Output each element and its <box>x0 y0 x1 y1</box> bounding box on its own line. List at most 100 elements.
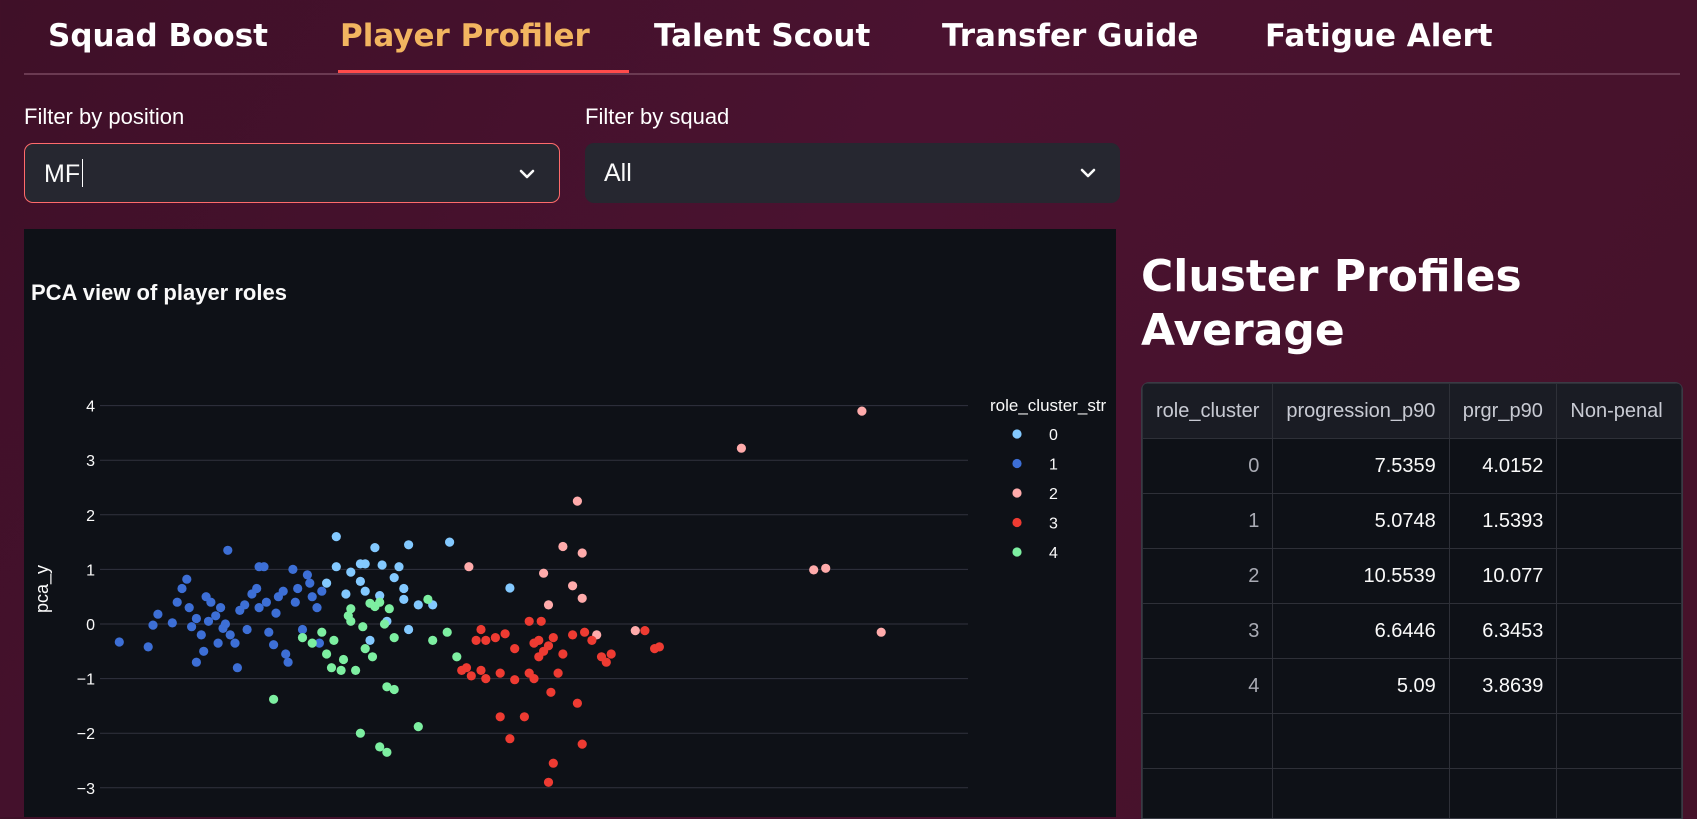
scatter-point-cluster-1[interactable] <box>269 640 278 649</box>
scatter-point-cluster-4[interactable] <box>351 666 360 675</box>
scatter-point-cluster-4[interactable] <box>375 598 384 607</box>
scatter-point-cluster-3[interactable] <box>520 712 529 721</box>
scatter-point-cluster-4[interactable] <box>339 655 348 664</box>
scatter-point-cluster-3[interactable] <box>510 675 519 684</box>
scatter-point-cluster-3[interactable] <box>558 649 567 658</box>
scatter-point-cluster-3[interactable] <box>544 641 553 650</box>
scatter-point-cluster-2[interactable] <box>464 562 473 571</box>
scatter-point-cluster-1[interactable] <box>153 610 162 619</box>
scatter-point-cluster-3[interactable] <box>462 663 471 672</box>
table-cell[interactable]: 5.09 <box>1273 659 1449 714</box>
scatter-point-cluster-0[interactable] <box>322 579 331 588</box>
scatter-point-cluster-2[interactable] <box>558 542 567 551</box>
scatter-point-cluster-1[interactable] <box>173 598 182 607</box>
scatter-point-cluster-1[interactable] <box>226 630 235 639</box>
table-cell[interactable]: 4 <box>1143 659 1273 714</box>
scatter-point-cluster-1[interactable] <box>115 637 124 646</box>
scatter-point-cluster-1[interactable] <box>182 575 191 584</box>
scatter-point-cluster-3[interactable] <box>534 652 543 661</box>
table-cell[interactable] <box>1557 604 1682 659</box>
scatter-point-cluster-1[interactable] <box>185 603 194 612</box>
position-select[interactable]: MF <box>24 143 560 203</box>
table-cell[interactable]: 1.5393 <box>1449 494 1557 549</box>
scatter-point-cluster-0[interactable] <box>346 568 355 577</box>
scatter-point-cluster-2[interactable] <box>539 569 548 578</box>
tab-fatigue-alert[interactable]: Fatigue Alert <box>1265 18 1493 58</box>
column-header[interactable]: progression_p90 <box>1273 384 1449 439</box>
scatter-point-cluster-0[interactable] <box>361 559 370 568</box>
scatter-point-cluster-1[interactable] <box>262 598 271 607</box>
scatter-point-cluster-3[interactable] <box>578 740 587 749</box>
scatter-point-cluster-4[interactable] <box>382 682 391 691</box>
table-cell[interactable]: 10.5539 <box>1273 549 1449 604</box>
scatter-point-cluster-1[interactable] <box>259 562 268 571</box>
scatter-point-cluster-1[interactable] <box>148 621 157 630</box>
scatter-point-cluster-3[interactable] <box>476 625 485 634</box>
column-header[interactable]: prgr_p90 <box>1449 384 1557 439</box>
scatter-point-cluster-3[interactable] <box>510 644 519 653</box>
scatter-point-cluster-3[interactable] <box>529 674 538 683</box>
scatter-point-cluster-3[interactable] <box>537 617 546 626</box>
scatter-point-cluster-0[interactable] <box>341 589 350 598</box>
table-cell[interactable] <box>1557 769 1682 819</box>
scatter-point-cluster-1[interactable] <box>303 570 312 579</box>
scatter-point-cluster-3[interactable] <box>496 712 505 721</box>
scatter-points[interactable] <box>115 407 886 787</box>
scatter-point-cluster-4[interactable] <box>317 628 326 637</box>
table-cell[interactable] <box>1143 769 1273 819</box>
scatter-point-cluster-1[interactable] <box>308 592 317 601</box>
legend-item-4[interactable]: 4 <box>1012 545 1058 562</box>
scatter-point-cluster-0[interactable] <box>332 532 341 541</box>
table-cell[interactable]: 7.5359 <box>1273 439 1449 494</box>
scatter-point-cluster-1[interactable] <box>305 579 314 588</box>
scatter-point-cluster-4[interactable] <box>322 649 331 658</box>
scatter-point-cluster-4[interactable] <box>414 722 423 731</box>
scatter-point-cluster-3[interactable] <box>529 639 538 648</box>
scatter-point-cluster-0[interactable] <box>445 538 454 547</box>
tab-squad-boost[interactable]: Squad Boost <box>48 18 268 58</box>
scatter-point-cluster-1[interactable] <box>243 625 252 634</box>
scatter-point-cluster-2[interactable] <box>631 626 640 635</box>
scatter-point-cluster-4[interactable] <box>452 652 461 661</box>
scatter-point-cluster-3[interactable] <box>544 778 553 787</box>
scatter-point-cluster-4[interactable] <box>269 695 278 704</box>
scatter-point-cluster-1[interactable] <box>240 600 249 609</box>
scatter-point-cluster-1[interactable] <box>288 565 297 574</box>
scatter-point-cluster-4[interactable] <box>385 604 394 613</box>
table-cell[interactable] <box>1557 494 1682 549</box>
scatter-point-cluster-0[interactable] <box>414 600 423 609</box>
scatter-point-cluster-1[interactable] <box>197 630 206 639</box>
scatter-point-cluster-3[interactable] <box>525 617 534 626</box>
table-cell[interactable]: 5.0748 <box>1273 494 1449 549</box>
scatter-point-cluster-3[interactable] <box>602 658 611 667</box>
scatter-point-cluster-2[interactable] <box>578 594 587 603</box>
table-cell[interactable]: 3 <box>1143 604 1273 659</box>
scatter-point-cluster-4[interactable] <box>329 636 338 645</box>
scatter-point-cluster-4[interactable] <box>298 633 307 642</box>
scatter-point-cluster-2[interactable] <box>568 581 577 590</box>
scatter-point-cluster-1[interactable] <box>187 622 196 631</box>
scatter-point-cluster-1[interactable] <box>264 628 273 637</box>
scatter-point-cluster-1[interactable] <box>211 611 220 620</box>
scatter-point-cluster-2[interactable] <box>857 407 866 416</box>
scatter-point-cluster-0[interactable] <box>404 540 413 549</box>
table-cell[interactable]: 1 <box>1143 494 1273 549</box>
scatter-point-cluster-0[interactable] <box>361 587 370 596</box>
scatter-point-cluster-3[interactable] <box>481 636 490 645</box>
table-cell[interactable] <box>1557 439 1682 494</box>
tab-player-profiler[interactable]: Player Profiler <box>340 18 590 58</box>
scatter-point-cluster-1[interactable] <box>255 603 264 612</box>
cluster-profiles-table[interactable]: role_cluster progression_p90 prgr_p90 No… <box>1141 382 1683 819</box>
scatter-point-cluster-1[interactable] <box>177 584 186 593</box>
scatter-point-cluster-3[interactable] <box>501 629 510 638</box>
scatter-point-cluster-3[interactable] <box>546 688 555 697</box>
scatter-point-cluster-1[interactable] <box>271 609 280 618</box>
scatter-point-cluster-1[interactable] <box>298 625 307 634</box>
scatter-point-cluster-1[interactable] <box>293 584 302 593</box>
